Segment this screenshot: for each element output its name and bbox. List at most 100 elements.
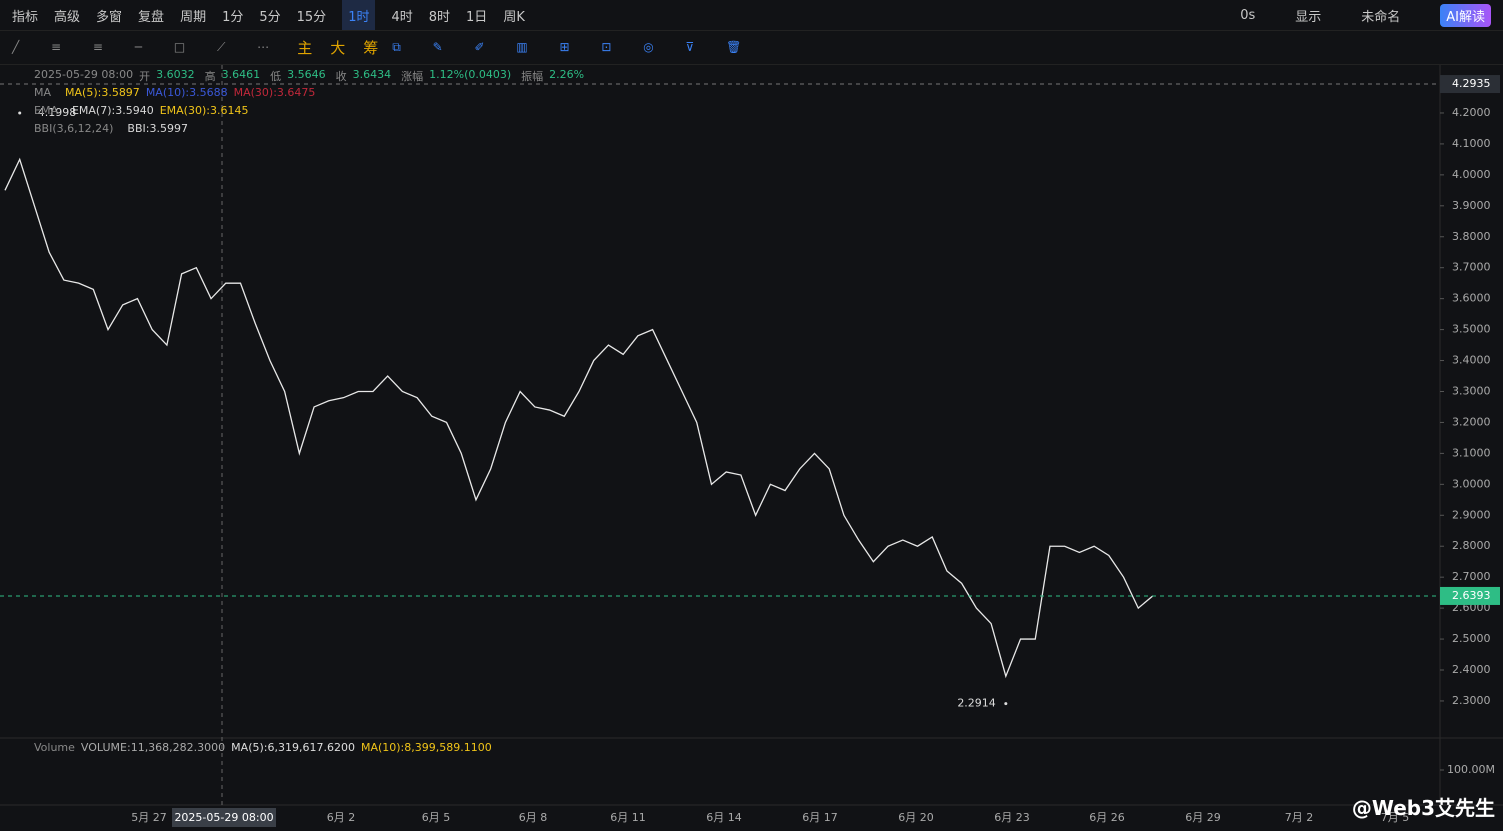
y-tick-label: 3.1000 [1452,446,1491,459]
current-price-label: 2.6393 [1452,589,1491,602]
x-tick-label: 6月 2 [327,811,356,824]
toolbar-item[interactable]: 15分 [296,9,327,25]
drawing-toolbar: ╱ ≡ ≡ ─ □ ⟋ ⋯ 主大筹 ⧉ ✎ ✐ ▥ ⊞ ⊡ ◎ ⊽ 🗑 [0,30,1503,65]
toolbar-item[interactable]: 8时 [428,9,451,25]
gold-group: 主大筹 [297,37,378,58]
info-value: 2.26% [549,68,585,81]
y-tick-label: 2.8000 [1452,539,1491,552]
indicator-value: EMA(7):3.5940 [71,104,154,117]
y-tick-label: 3.3000 [1452,384,1491,397]
x-tick-label: 6月 11 [610,811,646,824]
x-tick-label: 6月 29 [1185,811,1221,824]
y-tick-label: 3.9000 [1452,199,1491,212]
indicator-value: MA(5):3.5897 [65,86,140,99]
x-tick-label: 6月 14 [706,811,742,824]
info-label: 收 [335,70,347,83]
x-tick-label: 6月 5 [422,811,451,824]
top-toolbar: 指标 高级 多窗 复盘 周期 1分 5分 15分 1时 4时 8时 1日 周K 0s 显示 未命名 AI解读 [0,0,1503,31]
indicator-value: BBI:3.5997 [127,122,188,135]
toolbar-item[interactable]: 多窗 [96,9,123,25]
crosshair-time-box [172,808,276,827]
y-tick-label: 4.0000 [1452,168,1491,181]
tool-icons[interactable]: ╱ ≡ ≡ ─ □ ⟋ ⋯ [12,40,284,54]
toolbar-item[interactable]: 高级 [54,9,81,25]
indicator-name: MA [34,86,52,99]
x-tick-label: 6月 26 [1089,811,1125,824]
volume-tick-label: 100.00M [1447,763,1495,776]
high-mark [18,111,22,115]
toolbar-item[interactable]: AI解读 [1440,3,1491,27]
toolbar-item[interactable]: 1日 [466,9,488,25]
drawing-tool[interactable]: 主 [297,39,313,57]
info-value: 3.5646 [287,68,326,81]
y-tick-label: 2.5000 [1452,632,1491,645]
right-group: 0s 显示 未命名 AI解读 [1240,3,1491,27]
ma-line: MA MA(5):3.5897 MA(10):3.5688 MA(30):3.6475 [34,86,315,99]
indicator-name: BBI(3,6,12,24) [34,122,114,135]
y-tick-label: 3.5000 [1452,323,1491,336]
volume-value: VOLUME:11,368,282.3000 [80,741,226,754]
x-tick-label: 6月 17 [802,811,838,824]
crosshair-box [1440,75,1500,94]
current-price-box [1440,586,1500,605]
y-tick-label: 3.7000 [1452,261,1491,274]
volume-value: MA(10):8,399,589.1100 [360,741,492,754]
toolbar-item[interactable]: 周期 [180,9,207,25]
bbi-line: BBI(3,6,12,24) BBI:3.5997 [34,122,188,135]
y-tick-label: 4.1000 [1452,137,1491,150]
y-tick-label: 3.6000 [1452,292,1491,305]
y-tick-label: 3.8000 [1452,230,1491,243]
y-tick-label: 3.0000 [1452,477,1491,490]
info-value: 3.6032 [156,68,195,81]
price-line [4,157,1154,679]
y-tick-label: 3.2000 [1452,415,1491,428]
indicator-value: MA(30):3.6475 [233,86,316,99]
low-label: 2.2914 [957,697,996,710]
period-group: 指标 高级 多窗 复盘 周期 1分 5分 15分 1时 4时 8时 1日 周K [12,0,525,31]
volume-title: Volume [34,741,75,754]
info-label: 高 [204,70,216,83]
y-tick-label: 2.9000 [1452,508,1491,521]
x-tick-label: 6月 23 [994,811,1030,824]
volume-legend: Volume VOLUME:11,368,282.3000 MA(5):6,319,… [34,741,492,754]
y-tick-label: 3.4000 [1452,354,1491,367]
toolbar-item[interactable]: 4时 [391,9,413,25]
volume-value: MA(5):6,319,617.6200 [231,741,355,754]
toolbar-item[interactable]: 周K [503,9,525,25]
toolbar-item[interactable]: 复盘 [138,9,165,25]
y-tick-label: 2.3000 [1452,694,1491,707]
x-tick-label: 6月 20 [898,811,934,824]
indicator-value: MA(10):3.5688 [145,86,228,99]
drawing-tool[interactable]: 筹 [363,39,379,57]
toolbar-item[interactable]: 显示 [1295,9,1322,25]
drawing-tool[interactable]: 大 [330,39,346,57]
crosshair-price-label: 4.2935 [1452,77,1491,90]
info-time: 2025-05-29 08:00 [34,68,134,81]
crosshair-time-label: 2025-05-29 08:00 [174,811,273,824]
indicator-value: EMA(30):3.6145 [159,104,249,117]
info-label: 开 [139,70,151,83]
info-value: 3.6461 [221,68,261,81]
info-value: 3.6434 [352,68,392,81]
info-line: 2025-05-29 08:00 开 3.6032 高 3.6461 低 3.5646 收 3.… [34,68,588,84]
tool-icons-2[interactable]: ⧉ ✎ ✐ ▥ ⊞ ⊡ ◎ ⊽ 🗑 [392,40,756,54]
info-label: 低 [270,70,282,83]
info-label: 涨幅 [401,70,424,83]
low-mark [1004,702,1008,706]
toolbar-item[interactable]: 0s [1240,7,1256,23]
x-tick-label: 7月 2 [1285,811,1314,824]
y-tick-label: 4.2000 [1452,106,1491,119]
x-tick-label: 6月 8 [519,811,548,824]
info-value: 1.12%(0.0403) [429,68,512,81]
y-tick-label: 2.7000 [1452,570,1491,583]
toolbar-item[interactable]: 1分 [222,9,244,25]
toolbar-item[interactable]: 5分 [259,9,281,25]
high-label: 4.1998 [38,106,77,119]
toolbar-item[interactable]: 未命名 [1361,9,1401,25]
toolbar-item[interactable]: 1时 [342,0,376,31]
indicator-name: EMA [34,104,58,117]
toolbar-item[interactable]: 指标 [12,9,39,25]
x-tick-label: 7月 5 [1381,811,1410,824]
